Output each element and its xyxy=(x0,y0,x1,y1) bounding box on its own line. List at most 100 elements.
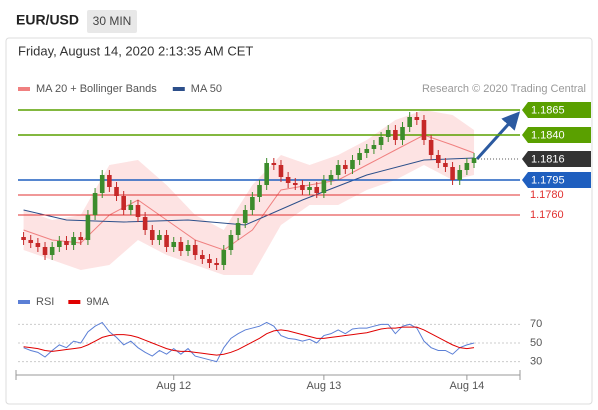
candle-body xyxy=(85,215,91,240)
candle-body xyxy=(300,185,305,190)
legend-label: MA 20 + Bollinger Bands xyxy=(36,83,157,95)
candle-body xyxy=(114,187,119,196)
candle-body xyxy=(78,237,84,240)
candle-body xyxy=(393,130,398,140)
candle-body xyxy=(21,237,26,240)
candle-body xyxy=(171,242,177,247)
candle-body xyxy=(464,163,470,170)
x-tick-label: Aug 13 xyxy=(306,380,341,392)
candle-body xyxy=(250,197,255,210)
candle-body xyxy=(42,247,48,255)
candle-body xyxy=(157,235,162,240)
y-tick-label: 30 xyxy=(530,356,542,368)
legend-swatch xyxy=(172,87,185,91)
candle-body xyxy=(164,235,169,247)
candle-body xyxy=(178,242,184,251)
candle-body xyxy=(278,165,284,177)
candle-body xyxy=(235,223,241,235)
candle-body xyxy=(35,243,41,247)
candle-body xyxy=(57,241,62,247)
candle-body xyxy=(192,245,198,255)
level-tag xyxy=(522,151,591,167)
candle-body xyxy=(421,120,427,140)
level-label: 1.1780 xyxy=(530,189,564,201)
candle-body xyxy=(378,137,384,145)
candle-body xyxy=(242,210,248,223)
legend-swatch xyxy=(68,300,81,304)
candle-body xyxy=(328,175,334,180)
candle-body xyxy=(185,245,191,251)
rsi-line xyxy=(23,321,475,363)
candle-body xyxy=(364,149,370,153)
candle-body xyxy=(149,230,155,240)
candle-body xyxy=(350,160,355,169)
candle-body xyxy=(107,175,112,187)
legend-swatch xyxy=(18,300,30,304)
candle-body xyxy=(285,177,291,183)
candle-body xyxy=(335,165,341,175)
legend-label: RSI xyxy=(36,296,54,308)
credit: Research © 2020 Trading Central xyxy=(422,83,586,95)
level-label: 1.1816 xyxy=(531,153,565,165)
candle-body xyxy=(343,165,348,169)
bollinger-band xyxy=(23,110,475,275)
candle-body xyxy=(264,163,269,185)
candle-body xyxy=(407,117,412,127)
level-label: 1.1865 xyxy=(531,104,565,116)
level-label: 1.1795 xyxy=(531,174,565,186)
candle-body xyxy=(371,145,377,149)
timestamp: Friday, August 14, 2020 2:13:35 AM CET xyxy=(18,43,253,58)
y-tick-label: 70 xyxy=(530,318,542,330)
y-tick-label: 50 xyxy=(530,337,542,349)
timeframe-badge[interactable] xyxy=(87,10,137,33)
level-tag xyxy=(522,102,591,118)
candle-body xyxy=(400,127,405,140)
level-label: 1.1840 xyxy=(531,129,565,141)
symbol: EUR/USD xyxy=(16,12,79,28)
legend-label: 9MA xyxy=(86,296,109,308)
candle-body xyxy=(49,247,55,255)
legend-swatch xyxy=(18,87,30,91)
candle-body xyxy=(128,205,134,210)
level-tag xyxy=(522,172,591,188)
candle-body xyxy=(271,163,277,165)
candle-body xyxy=(385,130,391,137)
candle-body xyxy=(435,155,441,163)
candle-body xyxy=(428,140,434,155)
candle-body xyxy=(200,255,205,259)
candle-body xyxy=(292,183,298,185)
candle-body xyxy=(414,117,420,120)
candle-body xyxy=(64,241,69,245)
candle-body xyxy=(92,193,98,215)
candle-body xyxy=(28,240,34,243)
x-tick-label: Aug 14 xyxy=(449,380,484,392)
candle-body xyxy=(257,185,262,197)
candle-body xyxy=(221,250,227,265)
candle-body xyxy=(357,153,362,160)
candle-body xyxy=(214,263,219,265)
ma-line xyxy=(23,134,475,251)
rsi-line xyxy=(23,326,475,356)
candle-body xyxy=(99,175,105,193)
level-label: 1.1760 xyxy=(530,209,564,221)
candle-body xyxy=(307,187,312,190)
candle-body xyxy=(450,167,455,180)
candle-body xyxy=(207,259,212,263)
candle-body xyxy=(142,217,148,230)
candle-body xyxy=(135,205,141,217)
level-tag xyxy=(522,127,591,143)
candle-body xyxy=(457,170,463,180)
x-tick-label: Aug 12 xyxy=(156,380,191,392)
panel-frame xyxy=(5,37,593,405)
candle-body xyxy=(471,158,477,163)
candle-body xyxy=(443,163,448,167)
candle-body xyxy=(321,180,327,193)
candle-body xyxy=(121,196,126,210)
candle-body xyxy=(314,187,320,193)
candle-body xyxy=(228,235,234,250)
forecast-arrow xyxy=(475,111,521,161)
timeframe[interactable]: 30 MIN xyxy=(93,14,132,28)
candle-body xyxy=(71,237,76,245)
legend-label: MA 50 xyxy=(191,83,222,95)
